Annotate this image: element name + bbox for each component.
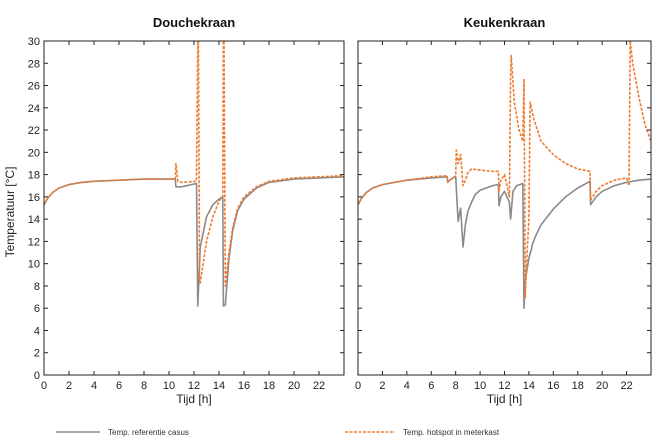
y-tick-label-10: 10 bbox=[28, 259, 40, 271]
x-tick-label-0-0: 0 bbox=[41, 380, 47, 392]
x-tick-label-1-6: 6 bbox=[428, 380, 434, 392]
series-line-hotspot-0 bbox=[44, 41, 344, 287]
x-tick-label-0-20: 20 bbox=[288, 380, 300, 392]
y-tick-label-8: 8 bbox=[34, 281, 40, 293]
x-tick-label-1-2: 2 bbox=[379, 380, 385, 392]
panel-title-1: Keukenkraan bbox=[464, 15, 546, 30]
x-tick-label-0-14: 14 bbox=[213, 380, 225, 392]
x-axis-label-0: Tijd [h] bbox=[176, 392, 212, 406]
y-tick-label-30: 30 bbox=[28, 36, 40, 48]
x-tick-label-0-16: 16 bbox=[238, 380, 250, 392]
y-tick-label-0: 0 bbox=[34, 370, 40, 382]
x-tick-label-0-12: 12 bbox=[188, 380, 200, 392]
y-tick-label-24: 24 bbox=[28, 103, 40, 115]
series-line-reference-0 bbox=[44, 176, 344, 307]
y-tick-label-22: 22 bbox=[28, 125, 40, 137]
x-tick-label-0-8: 8 bbox=[141, 380, 147, 392]
y-axis-label: Temperatuur [°C] bbox=[3, 167, 17, 258]
legend-label-hotspot: Temp. hotspot in meterkast bbox=[403, 428, 500, 437]
y-tick-label-2: 2 bbox=[34, 348, 40, 360]
legend: Temp. referentie casus Temp. hotspot in … bbox=[56, 428, 500, 437]
y-tick-label-20: 20 bbox=[28, 147, 40, 159]
y-tick-label-28: 28 bbox=[28, 58, 40, 70]
x-tick-label-1-12: 12 bbox=[498, 380, 510, 392]
x-axis-label-1: Tijd [h] bbox=[487, 392, 523, 406]
x-tick-label-1-4: 4 bbox=[404, 380, 410, 392]
y-tick-label-4: 4 bbox=[34, 325, 40, 337]
y-tick-label-18: 18 bbox=[28, 170, 40, 182]
x-tick-label-1-8: 8 bbox=[453, 380, 459, 392]
y-tick-label-12: 12 bbox=[28, 236, 40, 248]
x-tick-label-1-0: 0 bbox=[355, 380, 361, 392]
x-tick-label-0-22: 22 bbox=[313, 380, 325, 392]
panel-keukenkraan: 0 2 4 6 8 10 12 14 16 18 20 22 Keukenkraan Tijd [h] bbox=[355, 15, 652, 406]
series-line-reference-1 bbox=[358, 176, 651, 310]
x-tick-label-0-2: 2 bbox=[66, 380, 72, 392]
x-tick-label-0-18: 18 bbox=[263, 380, 275, 392]
series-line-hotspot-1 bbox=[358, 41, 651, 298]
y-tick-label-16: 16 bbox=[28, 192, 40, 204]
plot-frame-1 bbox=[357, 40, 652, 376]
x-tick-label-1-22: 22 bbox=[620, 380, 632, 392]
x-tick-label-1-18: 18 bbox=[572, 380, 584, 392]
x-tick-label-1-10: 10 bbox=[474, 380, 486, 392]
x-tick-label-0-10: 10 bbox=[163, 380, 175, 392]
legend-label-reference: Temp. referentie casus bbox=[108, 428, 189, 437]
y-tick-label-26: 26 bbox=[28, 81, 40, 93]
x-tick-label-1-16: 16 bbox=[547, 380, 559, 392]
x-tick-label-1-14: 14 bbox=[523, 380, 535, 392]
x-tick-label-1-20: 20 bbox=[596, 380, 608, 392]
plot-frame-0 bbox=[43, 40, 345, 376]
y-tick-label-14: 14 bbox=[28, 214, 40, 226]
x-tick-label-0-4: 4 bbox=[91, 380, 97, 392]
x-tick-label-0-6: 6 bbox=[116, 380, 122, 392]
panel-title-0: Douchekraan bbox=[153, 15, 235, 30]
y-tick-label-6: 6 bbox=[34, 303, 40, 315]
